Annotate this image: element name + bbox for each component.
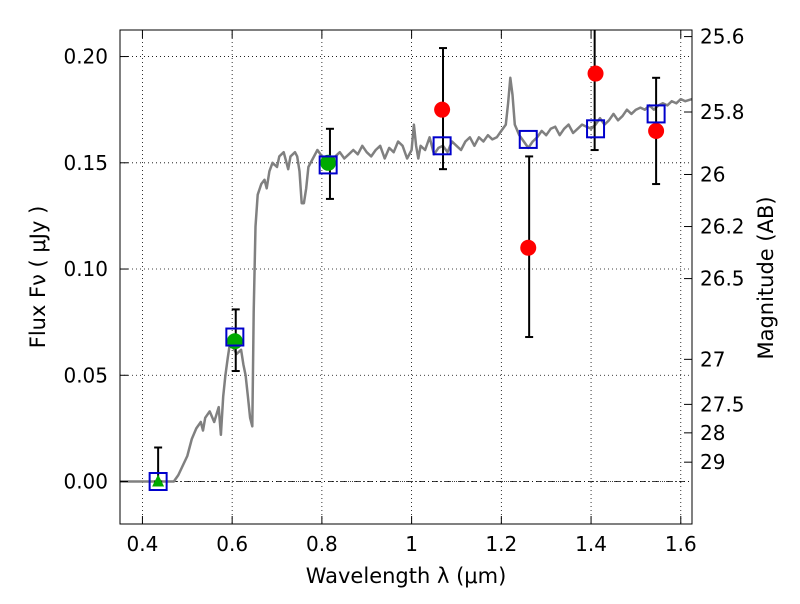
mag-tick-label: 26.2 bbox=[700, 215, 745, 239]
mag-tick-label: 27.5 bbox=[700, 392, 745, 416]
mag-tick-label: 25.8 bbox=[700, 100, 745, 124]
y-axis-label: Flux Fν ( μJy ) bbox=[26, 206, 50, 349]
x-tick-label: 1.2 bbox=[485, 532, 517, 556]
x-axis-label: Wavelength λ (μm) bbox=[306, 564, 507, 588]
mag-tick-label: 28 bbox=[700, 421, 725, 445]
model-flux-square bbox=[646, 104, 666, 124]
model-flux-square bbox=[518, 129, 538, 149]
mag-tick-label: 25.6 bbox=[700, 25, 745, 49]
mag-tick-label: 26 bbox=[700, 162, 725, 186]
data-markers bbox=[148, 65, 666, 492]
x-tick-label: 1 bbox=[405, 532, 418, 556]
model-flux-square bbox=[318, 155, 338, 175]
axis-ticks: 0.4 0.6 0.8 1 1.2 1.4 1.6 0.00 0.05 0.10 0.15 0.20 2… bbox=[63, 25, 744, 556]
upper-limit-triangle bbox=[152, 474, 165, 487]
mag-tick-label: 26.5 bbox=[700, 267, 745, 291]
mag-tick-label: 27 bbox=[700, 347, 725, 371]
flux-point-circle bbox=[648, 122, 665, 139]
flux-point-circle bbox=[587, 65, 604, 82]
x-tick-label: 1.4 bbox=[575, 532, 607, 556]
x-tick-label: 1.6 bbox=[665, 532, 697, 556]
model-sed-path bbox=[120, 76, 693, 483]
y-tick-label: 0.05 bbox=[63, 363, 108, 387]
y-tick-label: 0.00 bbox=[63, 470, 108, 494]
model-flux-square bbox=[432, 136, 452, 156]
x-tick-label: 0.6 bbox=[216, 532, 248, 556]
y-tick-label: 0.10 bbox=[63, 257, 108, 281]
model-flux-square bbox=[148, 472, 168, 492]
flux-point-circle bbox=[320, 154, 337, 171]
model-flux-square bbox=[586, 119, 606, 139]
mag-tick-label: 29 bbox=[700, 450, 725, 474]
model-flux-square bbox=[225, 327, 245, 347]
model-sed-line bbox=[120, 76, 693, 483]
error-bars bbox=[154, 30, 661, 483]
plot-frame bbox=[119, 29, 693, 525]
y-tick-label: 0.20 bbox=[63, 45, 108, 69]
y-tick-label: 0.15 bbox=[63, 151, 108, 175]
grid-lines bbox=[120, 30, 692, 524]
x-tick-label: 0.8 bbox=[306, 532, 338, 556]
y-axis-right-label: Magnitude (AB) bbox=[754, 196, 778, 359]
x-tick-label: 0.4 bbox=[127, 532, 159, 556]
flux-point-circle bbox=[520, 239, 537, 256]
flux-point-circle bbox=[226, 333, 243, 350]
flux-point-circle bbox=[434, 101, 451, 118]
